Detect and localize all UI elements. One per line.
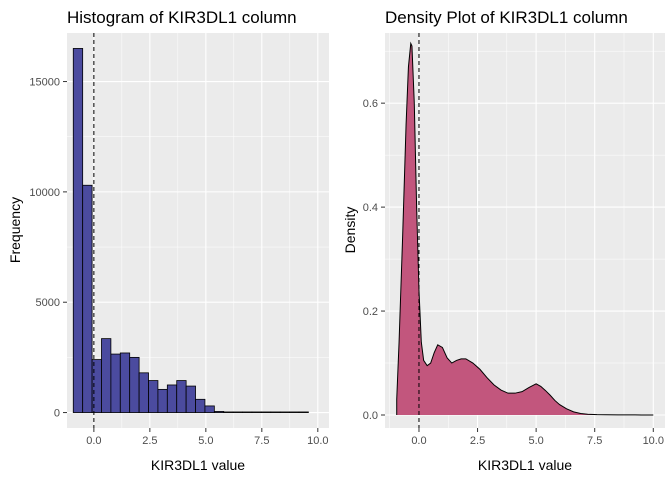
y-tick-label: 0.0: [363, 410, 378, 422]
density-area: [396, 43, 654, 416]
histogram-bar: [157, 388, 168, 413]
histogram-bar: [148, 380, 159, 413]
histogram-bars: [72, 48, 309, 413]
histogram-title: Histogram of KIR3DL1 column: [67, 8, 297, 27]
x-tick-label: 2.5: [470, 435, 485, 447]
x-tick-label: 10.0: [643, 435, 664, 447]
histogram-bar: [185, 385, 196, 413]
histogram-bar: [270, 411, 281, 413]
x-tick-label: 7.5: [254, 435, 269, 447]
density-curve: [396, 41, 654, 416]
y-tick-label: 0.6: [363, 98, 378, 110]
y-tick-label: 5000: [36, 297, 60, 309]
x-tick-label: 0.0: [411, 435, 426, 447]
x-tick-label: 0.0: [86, 435, 101, 447]
histogram-bar: [129, 356, 140, 413]
histogram-bar: [138, 372, 149, 413]
y-tick-label: 0.2: [363, 306, 378, 318]
histogram-bar: [279, 411, 290, 413]
x-tick-label: 2.5: [142, 435, 157, 447]
density-y-axis-title: Density: [342, 207, 358, 254]
y-tick-label: 0.4: [363, 202, 378, 214]
histogram-bar: [195, 398, 206, 413]
histogram-bar: [213, 411, 225, 413]
histogram-y-axis-title: Frequency: [7, 197, 23, 263]
histogram-bar: [232, 411, 243, 413]
y-tick-label: 15000: [29, 77, 60, 89]
x-tick-label: 5.0: [528, 435, 543, 447]
histogram-bar: [289, 411, 300, 413]
histogram-x-axis: 0.0 2.5 5.0 7.5 10.0: [86, 428, 329, 447]
histogram-x-axis-title: KIR3DL1 value: [151, 457, 245, 473]
histogram-bar: [204, 405, 215, 413]
density-y-axis: 0.0 0.2 0.4 0.6: [363, 98, 385, 422]
histogram-bar: [119, 352, 131, 413]
histogram-bar: [223, 411, 234, 413]
histogram-bar: [82, 184, 93, 413]
histogram-bar: [72, 48, 84, 413]
histogram-bar: [260, 411, 272, 413]
y-tick-label: 10000: [29, 187, 60, 199]
histogram-y-axis: 0 5000 10000 15000: [29, 77, 67, 420]
density-chart: Density Plot of KIR3DL1 column 0.0 2.5 5.0…: [342, 8, 665, 473]
histogram-bar: [298, 411, 309, 413]
histogram-chart: Histogram of KIR3DL1 column 0.0 2.5 5.0 7.5…: [7, 8, 329, 473]
histogram-bar: [176, 380, 187, 413]
histogram-bar: [242, 411, 253, 413]
x-tick-label: 7.5: [587, 435, 602, 447]
histogram-bar: [101, 338, 112, 413]
density-x-axis-title: KIR3DL1 value: [478, 457, 572, 473]
histogram-bar: [166, 384, 178, 413]
x-tick-label: 5.0: [198, 435, 213, 447]
histogram-bar: [110, 353, 121, 413]
y-tick-label: 0: [54, 408, 60, 420]
x-tick-label: 10.0: [307, 435, 328, 447]
density-title: Density Plot of KIR3DL1 column: [385, 8, 628, 27]
density-x-axis: 0.0 2.5 5.0 7.5 10.0: [411, 428, 664, 447]
histogram-bar: [251, 411, 262, 413]
